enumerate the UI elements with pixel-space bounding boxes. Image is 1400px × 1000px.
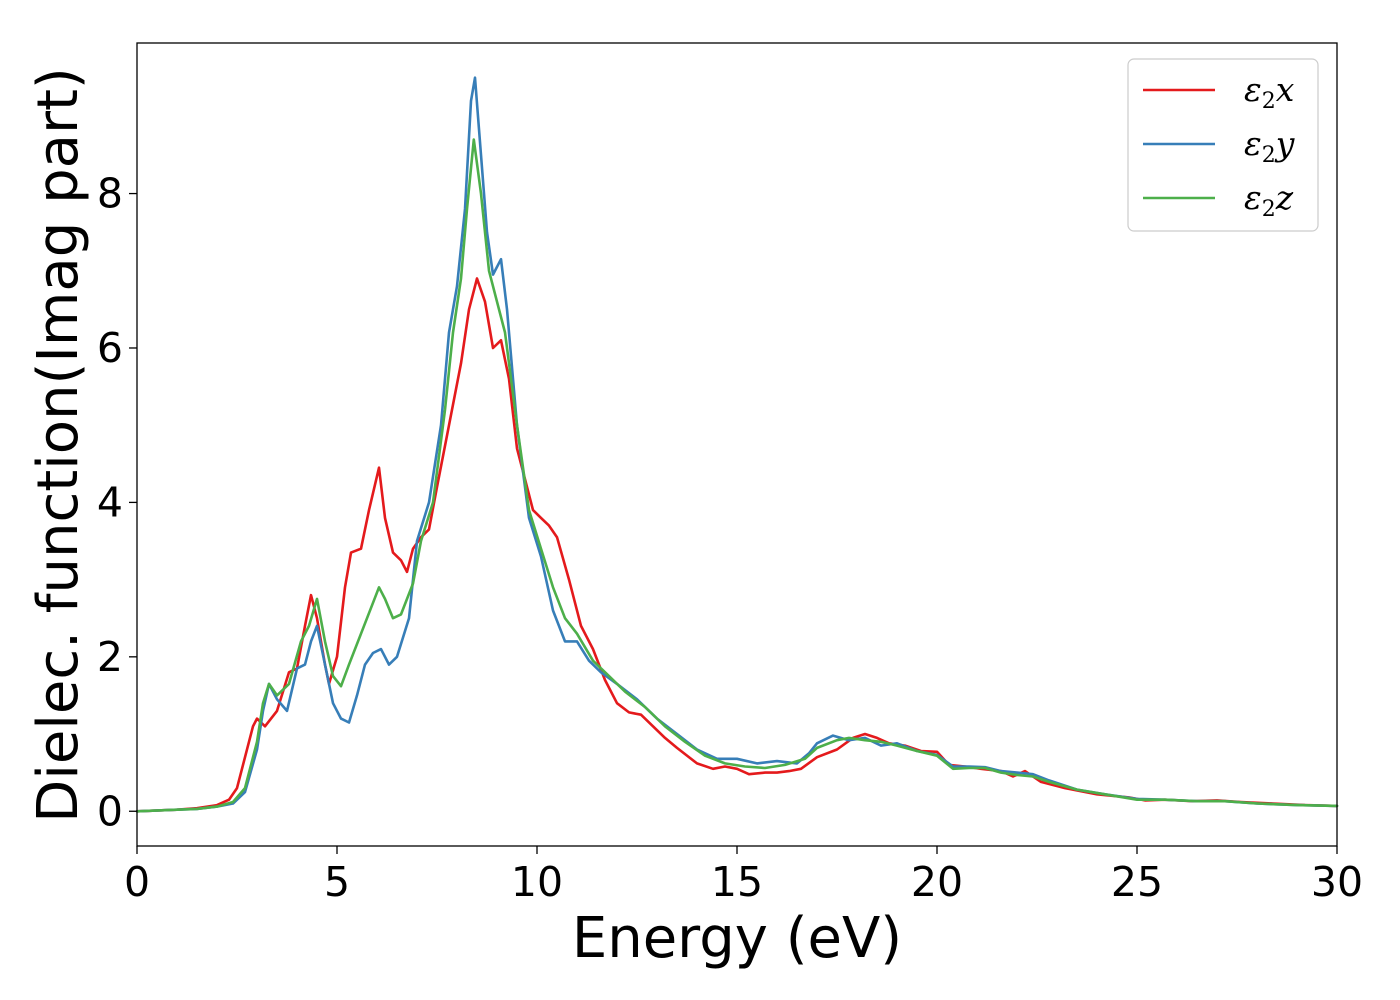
legend: ε2x ε2y ε2z — [1127, 58, 1319, 232]
x-tick-label: 10 — [511, 858, 563, 906]
legend-label-z: ε2z — [1244, 178, 1294, 222]
legend-label-y: ε2y — [1244, 124, 1295, 168]
y-tick-label: 2 — [97, 633, 123, 681]
x-tick-label: 20 — [911, 858, 963, 906]
x-tick-label: 5 — [324, 858, 350, 906]
plot-lines — [135, 76, 1339, 813]
x-axis-label: Energy (eV) — [572, 906, 902, 971]
y-tick-label: 0 — [97, 787, 123, 835]
x-tick-label: 15 — [711, 858, 763, 906]
y-tick-label: 4 — [97, 478, 123, 526]
x-tick-label: 0 — [124, 858, 150, 906]
y-axis-ticks: 0 2 4 6 8 — [97, 170, 137, 835]
legend-label-x: ε2x — [1244, 70, 1295, 114]
y-axis-label: Dielec. function(Imag part) — [26, 67, 91, 823]
x-tick-label: 25 — [1111, 858, 1163, 906]
legend-box — [1127, 58, 1319, 232]
x-tick-label: 30 — [1311, 858, 1363, 906]
y-tick-label: 8 — [97, 170, 123, 218]
y-tick-label: 6 — [97, 324, 123, 372]
series-line-z — [135, 138, 1339, 813]
series-line-x — [135, 277, 1339, 813]
x-axis-ticks: 0 5 10 15 20 25 30 — [124, 846, 1363, 906]
